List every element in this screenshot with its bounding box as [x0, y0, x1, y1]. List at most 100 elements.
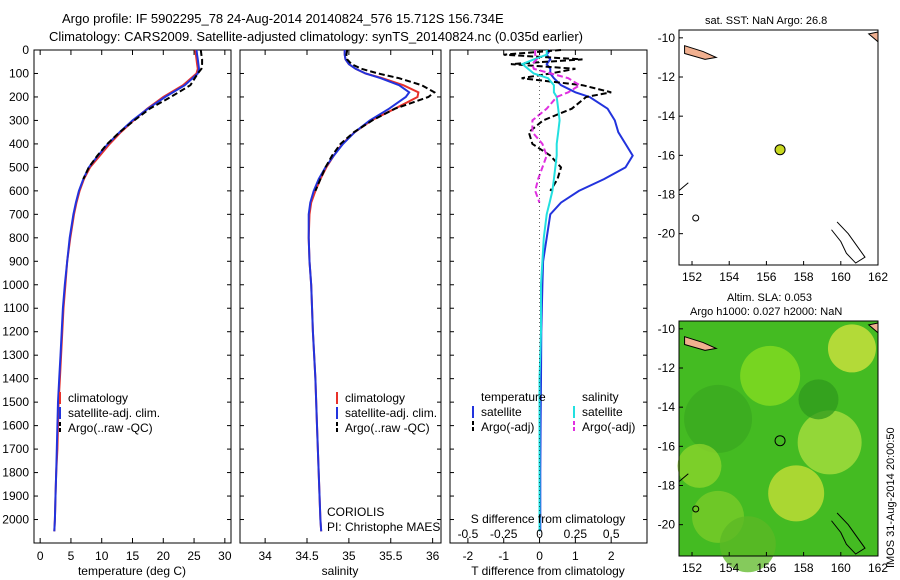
- legend-climatology: climatology: [68, 391, 128, 405]
- legend-s-satellite: satellite: [582, 405, 623, 419]
- s-diff-tick-label: -0.25: [490, 527, 518, 541]
- temperature-xlabel: temperature (deg C): [78, 564, 186, 578]
- difference-panel: -2 -1 0 1 2 -0.5 -0.25 0 0.25 0.5: [450, 49, 647, 563]
- difference-legend: temperature salinity satellite Argo(-adj…: [472, 390, 635, 434]
- depth-tick-label: 200: [9, 90, 29, 104]
- x-tick-label: 34.5: [295, 549, 319, 563]
- series-climatology-line: [53, 49, 199, 532]
- map-y-tick-label: -20: [658, 227, 676, 241]
- temperature-legend: climatology satellite-adj. clim. Argo(..…: [59, 391, 160, 435]
- map-x-tick-label: 158: [794, 561, 814, 575]
- depth-tick-label: 1900: [2, 489, 29, 503]
- depth-tick-label: 700: [9, 207, 29, 221]
- map-x-tick-label: 154: [719, 270, 739, 284]
- x-tick-label: 36: [426, 549, 440, 563]
- reef-contour: [678, 182, 689, 191]
- depth-tick-labels: 0 100 200 300 400 500 600 700 800 900 1000 1100 1200…: [2, 43, 29, 527]
- sla-blob-6: [719, 516, 776, 573]
- sla-blob-8: [677, 443, 722, 488]
- legend-argo: Argo(..raw -QC): [68, 421, 153, 435]
- depth-tick-label: 1200: [2, 325, 29, 339]
- sla-blob-0: [740, 345, 801, 406]
- series-t-satellite-line: [539, 49, 634, 532]
- reef-contour: [831, 512, 866, 555]
- map-y-tick-label: -14: [658, 400, 676, 414]
- salinity-xlabel: salinity: [322, 564, 359, 578]
- t-difference-xlabel: T difference from climatology: [471, 564, 625, 578]
- legend-climatology: climatology: [345, 391, 405, 405]
- map-x-tick-label: 152: [682, 561, 702, 575]
- depth-tick-label: 1100: [3, 301, 29, 315]
- map-frame: [678, 29, 879, 266]
- legend-argo: Argo(..raw -QC): [345, 421, 430, 435]
- s-difference-label: S difference from climatology: [471, 512, 626, 526]
- difference-panel-frame: [449, 49, 648, 544]
- legend-satellite: satellite-adj. clim.: [68, 406, 160, 420]
- salinity-legend: climatology satellite-adj. clim. Argo(..…: [336, 391, 437, 435]
- depth-tick-label: 1700: [2, 442, 29, 456]
- s-diff-tick-label: 0.25: [564, 527, 588, 541]
- map-frame: [678, 320, 879, 557]
- legend-s-argo: Argo(-adj): [582, 420, 635, 434]
- depth-tick-label: 300: [9, 113, 29, 127]
- series-s-argo-line: [531, 50, 582, 203]
- series-t-argo-line: [503, 49, 612, 192]
- depth-tick-label: 500: [9, 160, 29, 174]
- map-y-tick-label: -20: [658, 518, 676, 532]
- sla-blob-1: [684, 384, 753, 453]
- depth-tick-label: 600: [9, 184, 29, 198]
- temperature-panel: 0 5 10 15 20 25 30: [34, 49, 232, 563]
- x-tick-label: 34: [258, 549, 272, 563]
- header-line2: Climatology: CARS2009. Satellite-adjuste…: [49, 29, 583, 44]
- series-argo-line: [82, 49, 204, 180]
- depth-tick-label: 1000: [2, 278, 29, 292]
- map-y-tick-label: -10: [658, 322, 676, 336]
- map-x-tick-label: 156: [756, 561, 776, 575]
- legend-satellite: satellite-adj. clim.: [345, 406, 437, 420]
- map-y-tick-label: -16: [658, 439, 676, 453]
- x-tick-label: 35.5: [379, 549, 403, 563]
- x-tick-label: 5: [68, 549, 75, 563]
- depth-tick-label: 400: [9, 137, 29, 151]
- legend-salinity-title: salinity: [582, 390, 619, 404]
- series-satellite-line: [307, 50, 411, 532]
- reef-contour: [692, 214, 700, 222]
- legend-temperature-title: temperature: [481, 390, 546, 404]
- depth-tick-label: 100: [9, 66, 29, 80]
- depth-tick-label: 1800: [2, 466, 29, 480]
- header-line1: Argo profile: IF 5902295_78 24-Aug-2014 …: [62, 11, 504, 26]
- x-tick-label: 25: [187, 549, 201, 563]
- depth-tick-label: 2000: [2, 513, 29, 527]
- sla-blob-5: [827, 324, 876, 373]
- depth-tick-label: 0: [22, 43, 29, 57]
- map-x-tick-label: 152: [682, 270, 702, 284]
- x-tick-label: 2: [608, 549, 615, 563]
- depth-tick-label: 900: [9, 254, 29, 268]
- x-tick-label: 0: [536, 549, 543, 563]
- imos-timestamp: IMOS 31-Aug-2014 20:00:50: [885, 427, 897, 568]
- depth-tick-label: 800: [9, 231, 29, 245]
- salinity-panel: 34 34.5 35 35.5 36: [240, 49, 441, 563]
- island-land: [867, 31, 879, 43]
- x-tick-label: 1: [572, 549, 579, 563]
- series-satellite-line: [53, 49, 201, 532]
- depth-tick-label: 1300: [2, 348, 29, 362]
- map-y-tick-label: -14: [658, 109, 676, 123]
- sla-blob-2: [797, 410, 862, 475]
- sst-map-title: sat. SST: NaN Argo: 26.8: [705, 15, 827, 27]
- sst-map: 152 154 156 158 160 162 -10 -12 -14 -16 -18 -20: [658, 29, 888, 284]
- depth-tick-label: 1400: [2, 372, 29, 386]
- series-s-satellite-line: [520, 50, 561, 532]
- legend-t-argo: Argo(-adj): [481, 420, 534, 434]
- series-climatology-line: [307, 50, 420, 532]
- island-land: [684, 44, 718, 60]
- salinity-panel-frame: [239, 49, 442, 544]
- coriolis-label: CORIOLIS: [327, 505, 384, 519]
- map-y-tick-label: -12: [658, 70, 676, 84]
- s-diff-tick-label: -0.5: [458, 527, 479, 541]
- x-tick-label: 35: [342, 549, 356, 563]
- map-y-tick-label: -10: [658, 31, 676, 45]
- reef-contour: [678, 473, 689, 482]
- s-diff-tick-label: 0: [536, 527, 543, 541]
